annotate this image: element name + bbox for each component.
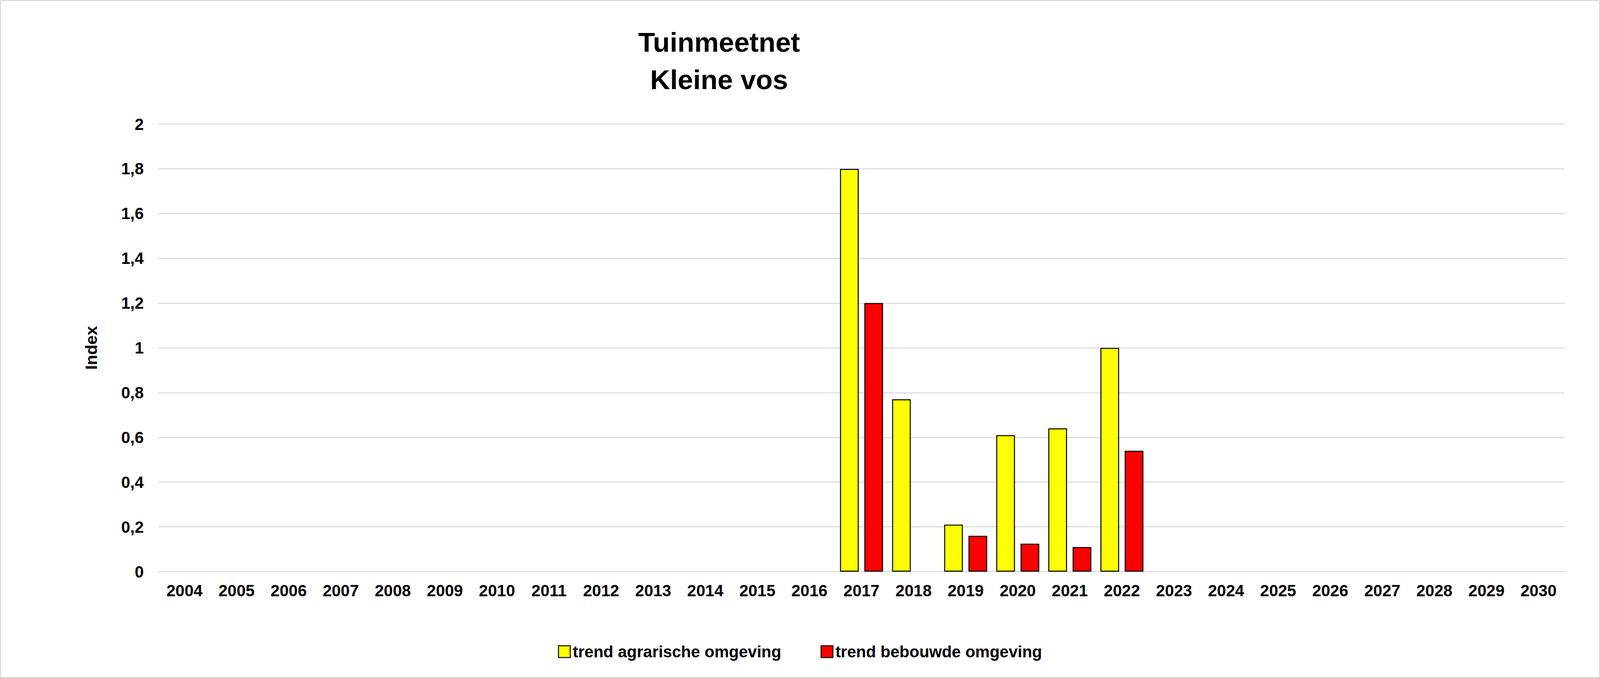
svg-text:1: 1 [134,338,144,357]
svg-text:Kleine vos: Kleine vos [650,63,788,95]
svg-text:2004: 2004 [166,581,203,600]
svg-text:2005: 2005 [218,581,255,600]
svg-text:0,6: 0,6 [121,428,144,447]
svg-text:2028: 2028 [1416,581,1453,600]
svg-text:trend bebouwde omgeving: trend bebouwde omgeving [835,642,1042,661]
svg-text:2013: 2013 [635,581,672,600]
svg-text:2007: 2007 [322,581,359,600]
svg-text:0: 0 [134,562,144,581]
svg-text:2027: 2027 [1364,581,1401,600]
svg-text:2020: 2020 [999,581,1036,600]
svg-text:2014: 2014 [687,581,724,600]
svg-text:2018: 2018 [895,581,932,600]
svg-text:2030: 2030 [1520,581,1557,600]
svg-text:2006: 2006 [270,581,307,600]
svg-text:0,2: 0,2 [121,517,144,536]
svg-text:2029: 2029 [1468,581,1505,600]
svg-text:2026: 2026 [1312,581,1349,600]
svg-text:2012: 2012 [583,581,620,600]
svg-text:2022: 2022 [1103,581,1140,600]
svg-text:1,2: 1,2 [121,293,144,313]
svg-text:2011: 2011 [531,581,567,600]
svg-text:2010: 2010 [478,581,515,600]
svg-text:Index: Index [81,325,101,370]
svg-text:2015: 2015 [739,581,776,600]
svg-text:trend agrarische omgeving: trend agrarische omgeving [572,642,782,661]
svg-text:2025: 2025 [1259,581,1296,600]
svg-text:1,8: 1,8 [121,159,144,178]
svg-text:1,4: 1,4 [121,249,145,268]
svg-text:2008: 2008 [374,581,411,600]
svg-text:2024: 2024 [1207,581,1245,600]
svg-text:2016: 2016 [791,581,828,600]
svg-text:2017: 2017 [843,581,880,600]
svg-text:2: 2 [134,115,144,134]
svg-text:2023: 2023 [1156,581,1193,600]
svg-text:1,6: 1,6 [121,204,144,223]
svg-text:Tuinmeetnet: Tuinmeetnet [638,26,801,58]
svg-text:0,8: 0,8 [121,383,144,402]
svg-text:2019: 2019 [947,581,984,600]
svg-text:2009: 2009 [426,581,463,600]
svg-text:2021: 2021 [1051,581,1088,600]
svg-text:0,4: 0,4 [121,472,145,492]
